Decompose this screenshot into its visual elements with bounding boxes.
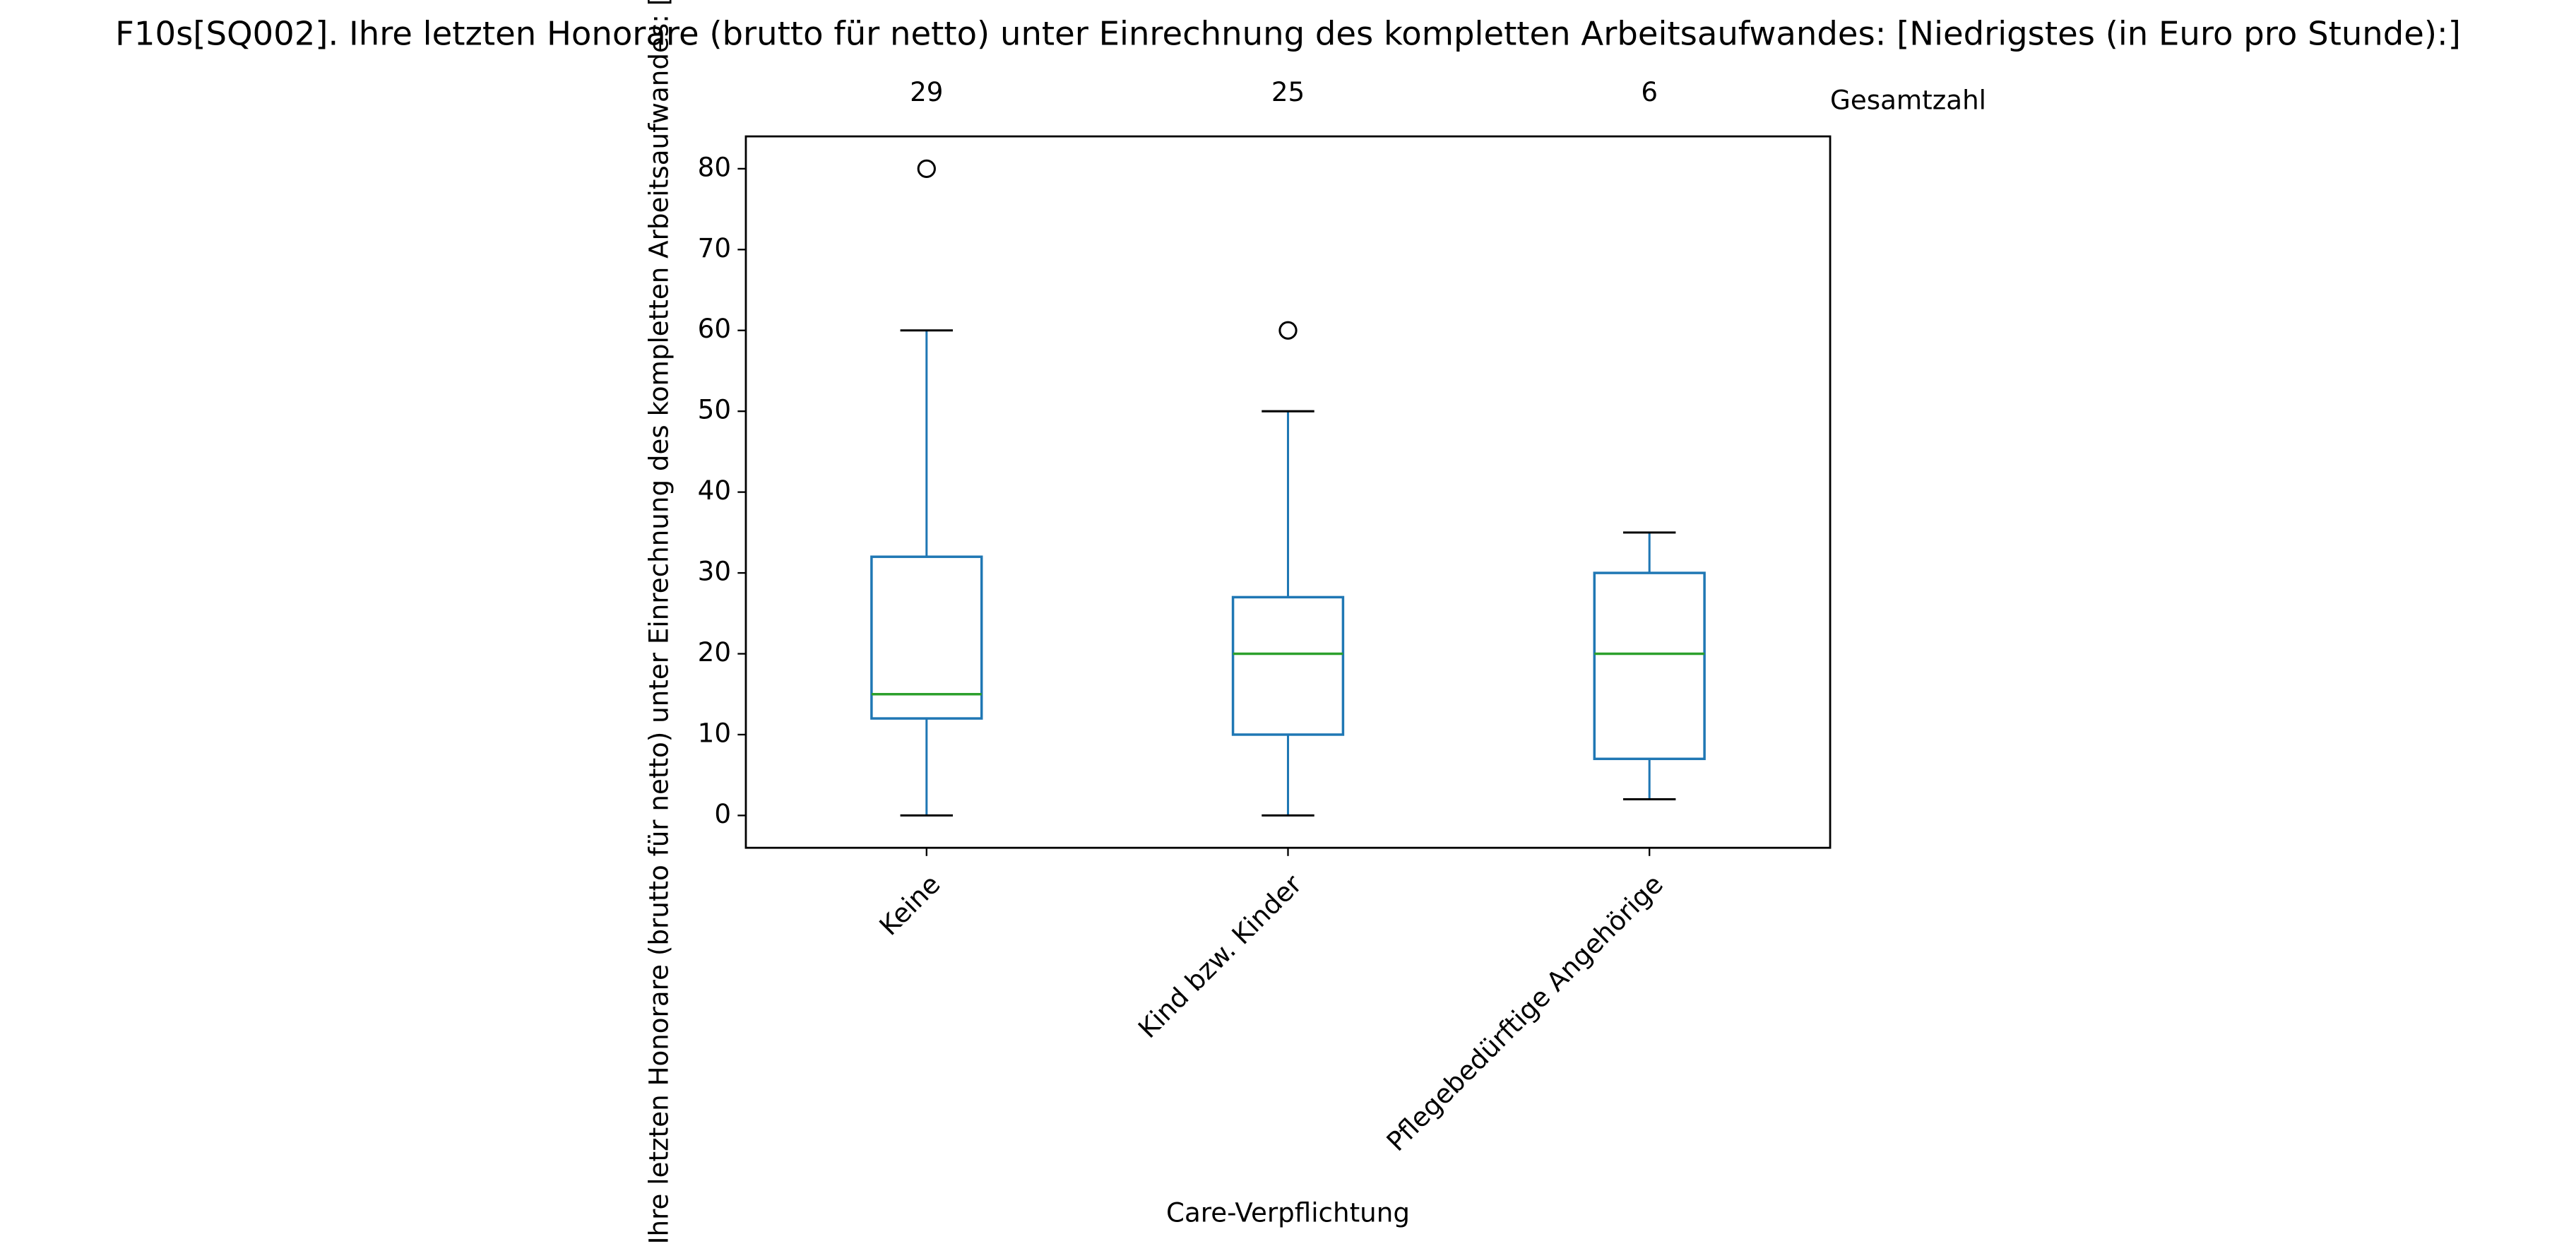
x-tick-label: Pflegebedürftige Angehörige [1380,868,1669,1157]
y-axis-label: F10s[SQ002]. Ihre letzten Honorare (brut… [643,0,675,1251]
count-value: 29 [910,76,943,107]
flier [1278,321,1298,340]
count-value: 25 [1271,76,1305,107]
y-tick-label: 20 [698,636,731,668]
count-label: Gesamtzahl [1830,85,1986,116]
y-tick-label: 80 [698,151,731,182]
box [1231,595,1345,736]
chart-title: F10s[SQ002]. Ihre letzten Honorare (brut… [115,15,2461,53]
box [870,555,983,720]
y-tick-label: 50 [698,394,731,425]
x-tick-label: Kind bzw. Kinder [1132,868,1308,1044]
y-tick-label: 60 [698,313,731,344]
y-tick-label: 40 [698,475,731,506]
y-tick-label: 0 [714,798,731,829]
y-tick-label: 70 [698,232,731,263]
y-tick-label: 10 [698,717,731,748]
box [1593,571,1706,761]
count-value: 6 [1641,76,1658,107]
x-axis-label: Care-Verpflichtung [1166,1197,1410,1228]
flier [917,159,936,179]
x-tick-label: Keine [873,868,946,941]
y-tick-label: 30 [698,556,731,587]
